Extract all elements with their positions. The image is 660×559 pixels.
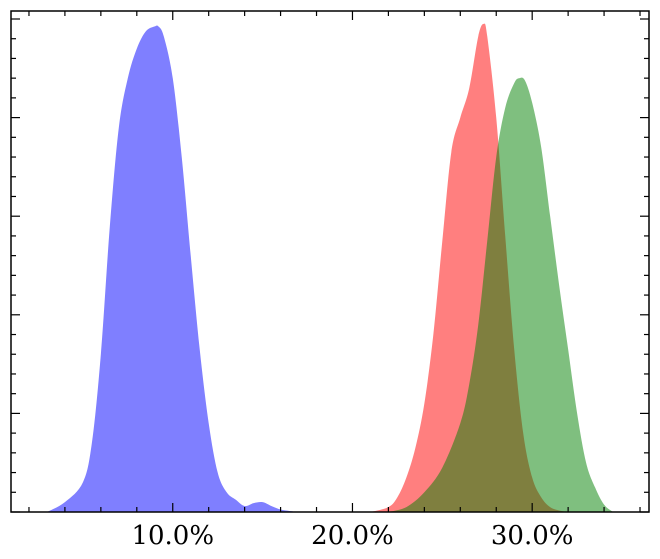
density-area-2 [370,23,569,512]
tick-labels: 10.0% 20.0% 30.0% [131,521,573,551]
x-tick-label: 30.0% [491,521,574,551]
plot-frame [10,10,650,513]
density-area-3 [388,77,614,512]
x-tick-label: 10.0% [131,521,214,551]
density-area-1 [46,25,299,512]
density-areas [46,23,614,512]
x-tick-label: 20.0% [311,521,394,551]
